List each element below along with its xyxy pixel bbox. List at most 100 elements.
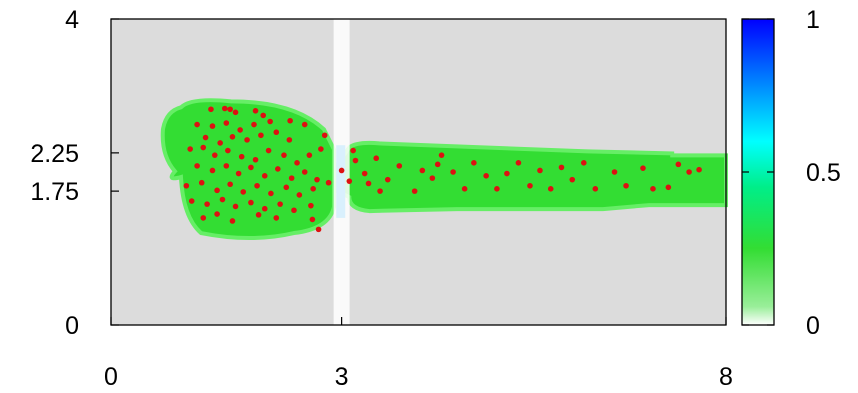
particle <box>240 189 247 195</box>
particle <box>238 153 245 160</box>
particle <box>209 123 216 129</box>
particle <box>235 170 242 177</box>
particle <box>461 186 468 192</box>
particle <box>350 147 356 154</box>
particle <box>483 173 489 179</box>
particle <box>537 167 543 174</box>
particle <box>315 226 322 233</box>
particle <box>623 182 629 189</box>
particle <box>384 176 391 183</box>
particle <box>204 201 210 207</box>
x-tick-label: 3 <box>335 363 349 391</box>
particle <box>665 184 672 191</box>
particle <box>217 140 223 146</box>
y-axis-ticks: 0 1.75 2.25 4 <box>30 6 119 340</box>
colorbar-ticks: 00.51 <box>742 6 841 340</box>
particle <box>361 170 368 177</box>
particle <box>283 184 290 191</box>
particle <box>675 161 682 168</box>
particle <box>434 161 441 168</box>
particle <box>237 127 243 133</box>
particle <box>198 179 205 186</box>
particle <box>229 134 236 140</box>
particle <box>287 117 293 124</box>
particle <box>200 144 207 151</box>
particle <box>592 186 599 192</box>
particle <box>294 160 300 166</box>
particle <box>254 182 260 189</box>
particle <box>223 163 230 169</box>
particle <box>352 157 359 164</box>
particle <box>365 180 372 187</box>
particle <box>229 218 236 224</box>
particle <box>268 190 274 197</box>
particle <box>273 215 280 221</box>
particle <box>183 182 190 189</box>
particle <box>265 147 272 154</box>
particle <box>377 188 383 194</box>
particle <box>227 181 233 188</box>
particle <box>244 137 250 143</box>
particle <box>273 129 280 136</box>
particle <box>260 112 267 119</box>
particle <box>211 152 218 158</box>
plot-frame <box>110 18 727 326</box>
particle <box>194 121 200 128</box>
particle <box>494 186 500 192</box>
particle <box>258 132 264 139</box>
y-tick-label: 0 <box>65 312 79 340</box>
particle <box>515 160 522 166</box>
particle <box>208 106 214 113</box>
particle <box>200 215 207 221</box>
particle <box>471 160 477 166</box>
particle <box>232 203 239 210</box>
particle <box>277 201 283 207</box>
particle <box>209 167 216 174</box>
particle <box>310 186 316 192</box>
y-tick-label: 2.25 <box>30 140 79 168</box>
particle <box>267 118 273 125</box>
particle <box>252 156 259 163</box>
left-chamber-region <box>160 98 336 241</box>
particle <box>308 202 314 209</box>
x-tick-label: 8 <box>719 363 733 391</box>
particle <box>219 196 226 203</box>
particle <box>202 134 209 141</box>
particle <box>248 164 254 171</box>
particle <box>580 160 587 166</box>
particle <box>251 121 257 128</box>
particle <box>188 198 195 204</box>
particle <box>252 108 259 114</box>
particle <box>346 178 353 184</box>
particle <box>314 176 320 183</box>
particle <box>611 169 618 175</box>
particle <box>547 186 554 192</box>
particle <box>504 170 510 177</box>
particle-layer <box>183 105 702 233</box>
particle <box>286 137 293 143</box>
particle <box>221 105 228 112</box>
particle <box>558 164 565 171</box>
particle <box>527 182 533 189</box>
particle <box>318 146 324 152</box>
particle <box>255 212 262 218</box>
particle <box>214 211 220 217</box>
particle <box>373 155 380 162</box>
particle <box>450 169 456 175</box>
particle <box>223 120 230 126</box>
particle <box>214 187 220 194</box>
x-axis-ticks: 0 3 8 <box>104 317 733 391</box>
particle <box>187 146 193 152</box>
particle <box>227 106 233 113</box>
particle <box>438 152 445 158</box>
particle <box>248 199 254 206</box>
particle <box>569 176 576 183</box>
particle <box>325 179 332 186</box>
particle <box>261 205 268 212</box>
particle <box>288 175 295 181</box>
particle <box>429 175 436 181</box>
colorbar-tick-label: 1 <box>806 6 820 34</box>
x-tick-label: 0 <box>104 363 118 391</box>
particle <box>396 163 403 169</box>
